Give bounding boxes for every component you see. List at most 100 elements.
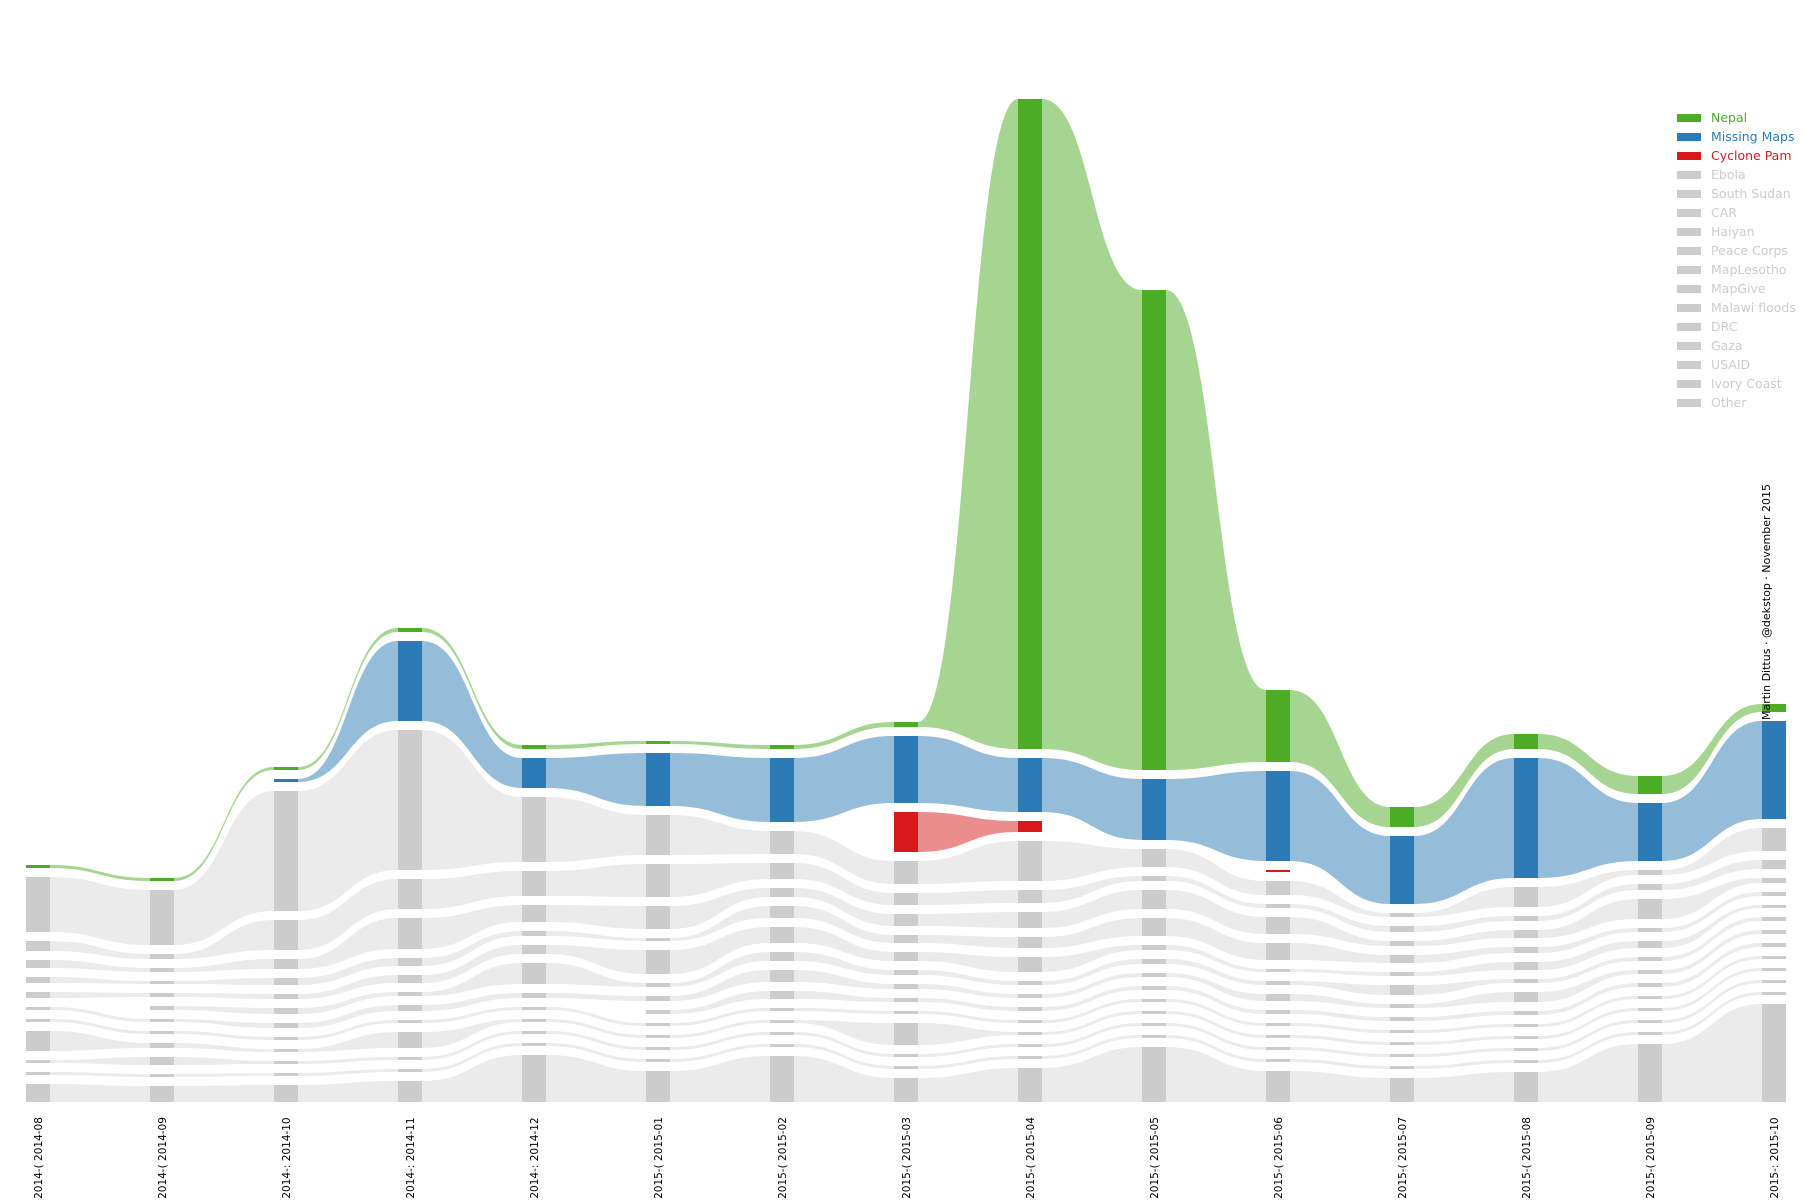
bar-ivory-coast-2014-12 <box>522 1043 546 1046</box>
bar-nepal-2014-10 <box>274 767 298 770</box>
flow-nepal-2014-09-to-2014-10 <box>174 767 274 881</box>
legend-item-maplesotho[interactable]: MapLesotho <box>1677 260 1796 279</box>
bar-mapgive-2014-08 <box>26 1007 50 1010</box>
bar-missing-maps-2015-10 <box>1762 721 1786 819</box>
bar-haiyan-2015-05 <box>1142 918 1166 936</box>
flow-peace-corps-2014-12-to-2015-01 <box>546 945 646 974</box>
flow-usaid-2014-12-to-2015-01 <box>546 1031 646 1050</box>
legend-item-haiyan[interactable]: Haiyan <box>1677 222 1796 241</box>
x-tick-2015-07: 2015-( 2015-07 <box>1397 1117 1409 1199</box>
legend-label: Malawi floods <box>1711 300 1796 315</box>
flow-car-2015-05-to-2015-06 <box>1166 890 1266 934</box>
bar-peace-corps-2015-08 <box>1514 962 1538 970</box>
bar-missing-maps-2015-03 <box>894 736 918 803</box>
bar-car-2015-09 <box>1638 899 1662 919</box>
bar-other-2015-03 <box>894 1078 918 1102</box>
bar-other-2015-01 <box>646 1071 670 1102</box>
legend-label: DRC <box>1711 319 1738 334</box>
bar-haiyan-2015-04 <box>1018 937 1042 948</box>
flow-mapgive-2014-09-to-2014-10 <box>174 1019 274 1028</box>
bar-ivory-coast-2015-01 <box>646 1059 670 1062</box>
legend-label: Haiyan <box>1711 224 1755 239</box>
flow-car-2015-09-to-2015-10 <box>1662 878 1762 919</box>
flow-peace-corps-2015-03-to-2015-04 <box>918 952 1018 972</box>
bar-mapgive-2015-07 <box>1390 1004 1414 1008</box>
legend-item-nepal[interactable]: Nepal <box>1677 108 1796 127</box>
bar-gaza-2015-02 <box>770 1020 794 1023</box>
flow-car-2014-09-to-2014-10 <box>174 959 274 972</box>
bar-malawi-floods-2015-06 <box>1266 1010 1290 1014</box>
bar-ivory-coast-2015-05 <box>1142 1035 1166 1038</box>
bar-south-sudan-2015-08 <box>1514 916 1538 921</box>
bar-car-2014-08 <box>26 960 50 968</box>
legend-label: Other <box>1711 395 1747 410</box>
legend-item-missing-maps[interactable]: Missing Maps <box>1677 127 1796 146</box>
bar-nepal-2015-01 <box>646 741 670 744</box>
bar-other-2015-05 <box>1142 1047 1166 1102</box>
bar-gaza-2015-10 <box>1762 968 1786 971</box>
flow-nepal-2014-08-to-2014-09 <box>50 865 150 881</box>
flow-usaid-2015-09-to-2015-10 <box>1662 980 1762 1023</box>
bar-ivory-coast-2015-02 <box>770 1044 794 1047</box>
bar-other-2014-11 <box>398 1081 422 1102</box>
flow-ivory-coast-2015-04-to-2015-05 <box>1042 1035 1142 1059</box>
flow-other-2015-09-to-2015-10 <box>1662 1004 1762 1102</box>
flow-missing-maps-2015-09-to-2015-10 <box>1662 721 1762 861</box>
flow-car-2014-08-to-2014-09 <box>50 960 150 972</box>
legend-item-other[interactable]: Other <box>1677 393 1796 412</box>
flow-car-2015-03-to-2015-04 <box>918 912 1018 928</box>
bar-usaid-2015-01 <box>646 1047 670 1050</box>
bar-haiyan-2015-08 <box>1514 947 1538 953</box>
bar-nepal-2014-08 <box>26 865 50 868</box>
legend-item-drc[interactable]: DRC <box>1677 317 1796 336</box>
flow-missing-maps-2015-08-to-2015-09 <box>1538 758 1638 878</box>
flow-haiyan-2015-06-to-2015-07 <box>1290 943 1390 963</box>
bar-usaid-2015-05 <box>1142 1023 1166 1026</box>
legend-item-gaza[interactable]: Gaza <box>1677 336 1796 355</box>
legend-item-usaid[interactable]: USAID <box>1677 355 1796 374</box>
legend-item-ivory-coast[interactable]: Ivory Coast <box>1677 374 1796 393</box>
legend-item-malawi-floods[interactable]: Malawi floods <box>1677 298 1796 317</box>
flow-maplesotho-2015-09-to-2015-10 <box>1662 917 1762 961</box>
x-tick-2015-08: 2015-( 2015-08 <box>1521 1117 1533 1199</box>
bar-other-2014-09 <box>150 1086 174 1102</box>
legend-item-south-sudan[interactable]: South Sudan <box>1677 184 1796 203</box>
flow-nepal-2015-05-to-2015-06 <box>1166 290 1266 770</box>
flow-drc-2015-01-to-2015-02 <box>670 1008 770 1026</box>
bar-maplesotho-2015-09 <box>1638 957 1662 961</box>
legend-item-peace-corps[interactable]: Peace Corps <box>1677 241 1796 260</box>
bar-ivory-coast-2015-04 <box>1018 1056 1042 1059</box>
bar-haiyan-2014-09 <box>150 981 174 984</box>
bar-malawi-floods-2015-10 <box>1762 943 1786 947</box>
bar-south-sudan-2015-05 <box>1142 876 1166 881</box>
bar-drc-2015-03 <box>894 1011 918 1014</box>
bar-gaza-2014-08 <box>26 1031 50 1051</box>
bar-nepal-2014-09 <box>150 878 174 881</box>
bar-gaza-2015-07 <box>1390 1042 1414 1045</box>
flow-malawi-floods-2015-07-to-2015-08 <box>1414 1011 1514 1021</box>
flow-nepal-2015-07-to-2015-08 <box>1414 734 1514 827</box>
bar-usaid-2015-02 <box>770 1032 794 1035</box>
bar-other-2014-10 <box>274 1085 298 1102</box>
flow-south-sudan-2014-10-to-2014-11 <box>298 879 398 950</box>
bar-drc-2014-11 <box>398 1020 422 1023</box>
bar-cyclone-pam-2015-04 <box>1018 821 1042 832</box>
bar-usaid-2015-03 <box>894 1054 918 1057</box>
flow-maplesotho-2014-11-to-2014-12 <box>422 963 522 996</box>
bar-ivory-coast-2015-07 <box>1390 1066 1414 1069</box>
bar-maplesotho-2014-10 <box>274 1008 298 1014</box>
legend-item-mapgive[interactable]: MapGive <box>1677 279 1796 298</box>
bar-maplesotho-2014-12 <box>522 963 546 984</box>
bar-other-2015-09 <box>1638 1044 1662 1102</box>
bar-malawi-floods-2015-08 <box>1514 1011 1538 1015</box>
flow-south-sudan-2015-09-to-2015-10 <box>1662 860 1762 890</box>
legend-item-ebola[interactable]: Ebola <box>1677 165 1796 184</box>
bar-maplesotho-2015-05 <box>1142 959 1166 964</box>
legend-item-cyclone-pam[interactable]: Cyclone Pam <box>1677 146 1796 165</box>
legend-swatch <box>1677 246 1701 255</box>
legend-item-car[interactable]: CAR <box>1677 203 1796 222</box>
bar-nepal-2015-02 <box>770 745 794 749</box>
bar-other-2015-04 <box>1018 1068 1042 1102</box>
bar-other-2015-06 <box>1266 1071 1290 1102</box>
bar-ivory-coast-2015-09 <box>1638 1032 1662 1035</box>
